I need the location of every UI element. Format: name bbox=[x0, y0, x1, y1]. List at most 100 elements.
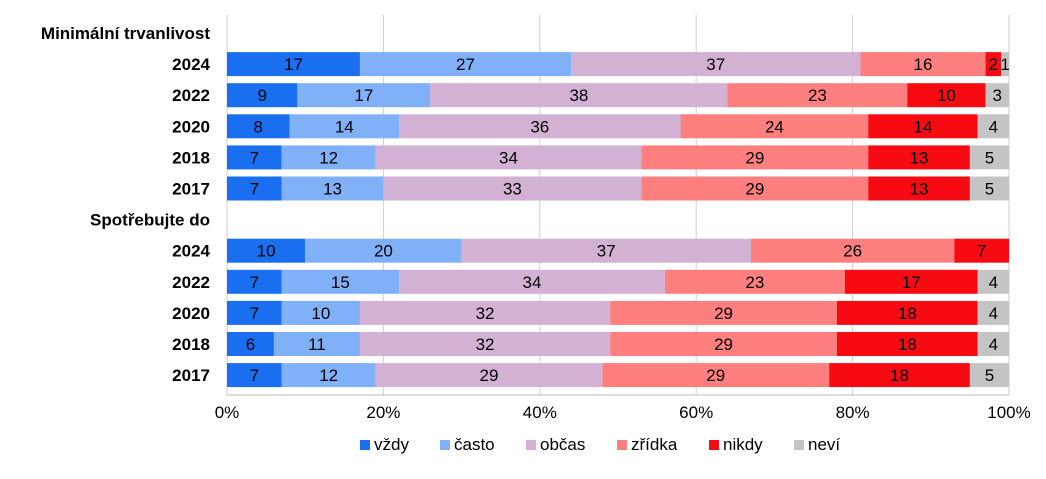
row-label: 2022 bbox=[172, 273, 210, 292]
data-label: 38 bbox=[569, 86, 588, 105]
data-label: 13 bbox=[323, 180, 342, 199]
row-label: 2020 bbox=[172, 117, 210, 136]
group-label: Minimální trvanlivost bbox=[41, 24, 210, 43]
legend-label: občas bbox=[540, 435, 585, 454]
data-label: 14 bbox=[914, 117, 933, 136]
gridlines bbox=[226, 15, 1010, 396]
data-label: 18 bbox=[898, 304, 917, 323]
bar-segment bbox=[571, 52, 861, 77]
bars bbox=[227, 52, 1009, 388]
data-label: 11 bbox=[308, 335, 326, 354]
bar-segment bbox=[227, 83, 298, 108]
bar-segment bbox=[227, 176, 282, 201]
data-label: 4 bbox=[989, 304, 998, 323]
legend-swatch bbox=[440, 440, 450, 450]
data-label: 8 bbox=[254, 117, 263, 136]
bar-segment bbox=[289, 114, 400, 139]
bar-segment bbox=[281, 176, 384, 201]
data-label: 27 bbox=[456, 55, 475, 74]
data-label: 32 bbox=[476, 335, 495, 354]
bar-segment bbox=[954, 238, 1009, 263]
data-label: 29 bbox=[706, 366, 725, 385]
group-label: Spotřebujte do bbox=[90, 211, 210, 230]
data-label: 5 bbox=[985, 180, 994, 199]
bar-segment bbox=[281, 363, 376, 388]
bar-segment bbox=[680, 114, 869, 139]
bar-segment bbox=[664, 269, 845, 294]
data-label: 7 bbox=[250, 180, 259, 199]
bar-segment bbox=[227, 300, 282, 325]
bar-segment bbox=[383, 176, 642, 201]
bar-segment bbox=[227, 363, 282, 388]
data-label: 7 bbox=[250, 304, 259, 323]
x-tick-label: 100% bbox=[987, 403, 1030, 422]
data-label: 33 bbox=[503, 180, 522, 199]
bar-segment bbox=[860, 52, 986, 77]
bar-segment bbox=[844, 269, 978, 294]
x-tick-label: 0% bbox=[215, 403, 240, 422]
data-label: 26 bbox=[843, 242, 862, 261]
bar-segment bbox=[868, 176, 970, 201]
data-label: 2 bbox=[989, 55, 998, 74]
bar-segment bbox=[977, 300, 1009, 325]
bar-segment bbox=[281, 300, 360, 325]
bar-segment bbox=[836, 332, 978, 356]
data-label: 34 bbox=[499, 148, 518, 167]
row-label: 2017 bbox=[172, 366, 210, 385]
row-label: 2020 bbox=[172, 304, 210, 323]
data-label: 29 bbox=[480, 366, 499, 385]
data-label: 4 bbox=[989, 117, 998, 136]
legend-swatch bbox=[360, 440, 370, 450]
bar-segment bbox=[727, 83, 908, 108]
data-label: 29 bbox=[714, 304, 733, 323]
data-label: 36 bbox=[530, 117, 549, 136]
bar-segment bbox=[985, 52, 1002, 77]
row-label: 2022 bbox=[172, 86, 210, 105]
data-label: 17 bbox=[284, 55, 303, 74]
bar-segment bbox=[359, 332, 611, 356]
bar-segment bbox=[610, 300, 837, 325]
data-label: 5 bbox=[985, 366, 994, 385]
row-label: 2024 bbox=[172, 242, 210, 261]
bar-segment bbox=[985, 83, 1009, 108]
bar-segment bbox=[969, 176, 1009, 201]
legend-swatch bbox=[709, 440, 719, 450]
bar-segment bbox=[227, 238, 306, 263]
bar-segment bbox=[836, 300, 978, 325]
bar-segment bbox=[227, 269, 282, 294]
legend-swatch bbox=[526, 440, 536, 450]
data-label: 17 bbox=[354, 86, 373, 105]
bar-segment bbox=[227, 52, 360, 77]
data-label: 13 bbox=[910, 148, 929, 167]
data-label: 18 bbox=[890, 366, 909, 385]
bar-segment bbox=[610, 332, 837, 356]
bar-segment bbox=[359, 300, 611, 325]
bar-segment bbox=[227, 145, 282, 170]
data-label: 32 bbox=[476, 304, 495, 323]
data-label: 16 bbox=[914, 55, 933, 74]
bar-segment bbox=[281, 269, 400, 294]
data-label: 4 bbox=[989, 273, 998, 292]
data-label: 17 bbox=[902, 273, 921, 292]
bar-segment bbox=[461, 238, 751, 263]
data-label: 34 bbox=[523, 273, 542, 292]
data-label: 15 bbox=[331, 273, 350, 292]
row-label: 2024 bbox=[172, 55, 210, 74]
data-label: 10 bbox=[311, 304, 330, 323]
legend: vždy často občas zřídka nikdy neví bbox=[360, 435, 840, 454]
legend-label: vždy bbox=[374, 435, 409, 454]
bar-segment bbox=[868, 114, 978, 139]
data-label: 29 bbox=[745, 148, 764, 167]
bar-segment bbox=[305, 238, 462, 263]
bar-segment bbox=[399, 269, 665, 294]
x-tick-label: 80% bbox=[836, 403, 870, 422]
data-label: 18 bbox=[898, 335, 917, 354]
labels: 0% 20% 40% 60% 80% 100% Minimální trvanlivost 2… bbox=[41, 24, 1031, 422]
legend-label: nikdy bbox=[723, 435, 763, 454]
bar-segment bbox=[750, 238, 955, 263]
x-tick-label: 20% bbox=[366, 403, 400, 422]
bar-segment bbox=[977, 269, 1009, 294]
data-label: 1 bbox=[1000, 55, 1009, 74]
row-label: 2017 bbox=[172, 180, 210, 199]
bar-segment bbox=[227, 332, 274, 356]
